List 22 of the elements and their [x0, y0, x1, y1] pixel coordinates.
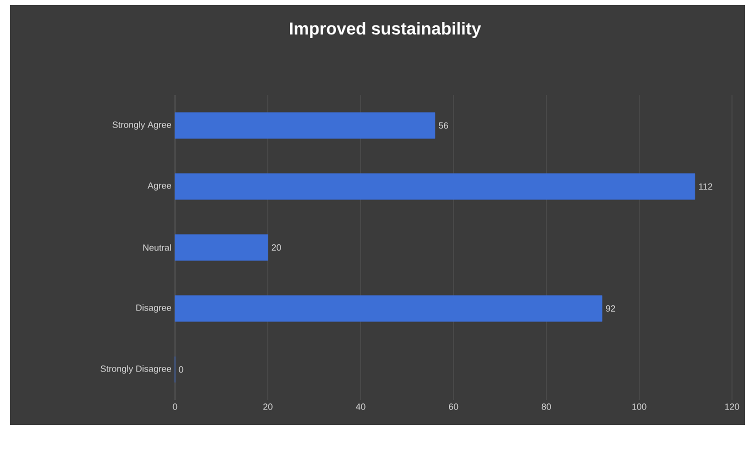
- y-tick-label: Neutral: [143, 244, 171, 251]
- data-label: 20: [272, 244, 281, 251]
- data-label: 92: [606, 305, 616, 312]
- bar: [174, 112, 436, 139]
- x-tick-label: 40: [356, 404, 366, 410]
- data-label: 56: [438, 122, 448, 129]
- bar: [174, 234, 268, 261]
- y-tick-label: Strongly Disagree: [100, 365, 172, 374]
- x-tick-label: 100: [632, 404, 646, 410]
- x-tick-label: 60: [448, 404, 458, 410]
- y-tick-label: Strongly Agree: [112, 121, 172, 130]
- x-tick-label: 80: [542, 404, 551, 410]
- data-label: 0: [178, 366, 184, 373]
- x-tick-label: 0: [172, 404, 178, 410]
- x-tick-label: 20: [263, 404, 272, 410]
- bar: [174, 173, 696, 200]
- y-tick-label: Agree: [148, 182, 172, 191]
- bar: [174, 295, 602, 322]
- data-label: 112: [699, 183, 712, 190]
- y-tick-label: Disagree: [136, 304, 172, 313]
- chart-title: Improved sustainability: [290, 22, 482, 38]
- x-tick-label: 120: [725, 404, 740, 410]
